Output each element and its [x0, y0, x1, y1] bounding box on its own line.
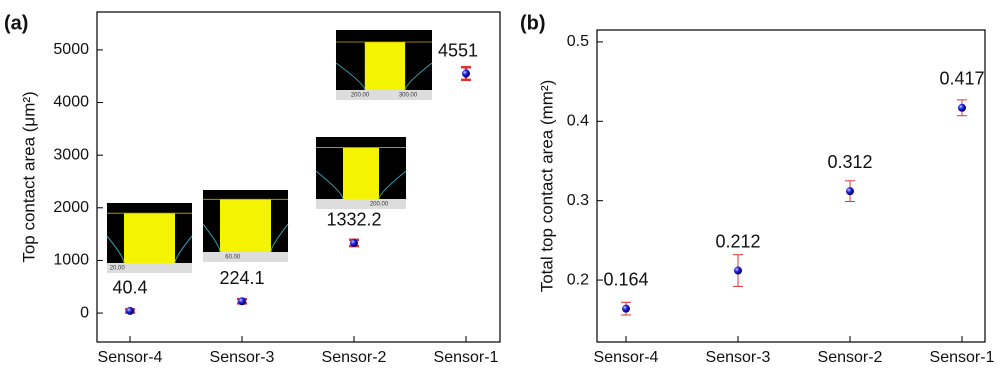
data-label: 224.1 [219, 268, 264, 288]
y-tick-label: 0.5 [567, 33, 589, 50]
y-tick-label: 0.3 [567, 192, 589, 209]
data-point [462, 70, 470, 78]
data-label: 1332.2 [326, 210, 381, 230]
data-point [846, 187, 854, 195]
data-label: 0.212 [715, 231, 760, 251]
y-tick-label: 4000 [53, 94, 89, 111]
x-tick-label: Sensor-4 [98, 349, 163, 366]
data-point [958, 104, 966, 112]
inset-yellow [365, 42, 405, 90]
data-point [734, 267, 742, 275]
y-tick-label: 1000 [53, 252, 89, 269]
data-point [238, 297, 246, 305]
data-label: 0.164 [603, 269, 648, 289]
y-tick-label: 0.2 [567, 271, 589, 288]
x-tick-label: Sensor-2 [818, 349, 883, 366]
inset-tick-label: 300.00 [399, 93, 418, 99]
panel-label: (b) [520, 12, 546, 34]
x-tick-label: Sensor-2 [322, 349, 387, 366]
inset-tick-label: 60.00 [225, 255, 241, 261]
x-tick-label: Sensor-3 [210, 349, 275, 366]
inset-yellow [220, 199, 271, 252]
inset-tick-label: 200.00 [351, 93, 370, 99]
data-label: 40.4 [112, 278, 147, 298]
y-tick-label: 2000 [53, 199, 89, 216]
page: {"chart_data": [ {"type": "scatter", "pa… [0, 0, 1006, 373]
inset-axis [203, 252, 288, 262]
data-point [350, 239, 358, 247]
data-label: 0.312 [827, 152, 872, 172]
figure: (a) Top contact area (μm²) 0 1000 2000 3000 40… [0, 0, 1006, 373]
data-point [126, 307, 134, 315]
x-tick-label: Sensor-4 [594, 349, 659, 366]
plot-frame [97, 12, 500, 342]
x-tick-label: Sensor-1 [930, 349, 995, 366]
inset-tick-label: 200.00 [370, 202, 389, 208]
inset-axis [316, 199, 406, 209]
x-tick-label: Sensor-3 [706, 349, 771, 366]
x-tick-label: Sensor-1 [434, 349, 499, 366]
y-axis-label: Total top contact area (mm²) [537, 80, 556, 293]
plot-frame [597, 30, 985, 342]
inset-tick-label: 20.00 [110, 266, 126, 272]
y-tick-label: 3000 [53, 146, 89, 163]
data-point [622, 305, 630, 313]
y-tick-label: 0.4 [567, 113, 589, 130]
y-axis-label: Top contact area (μm²) [19, 91, 38, 262]
inset-yellow [124, 213, 175, 263]
y-tick-label: 0 [80, 304, 89, 321]
inset-yellow [343, 148, 379, 199]
panel-label: (a) [4, 12, 28, 34]
y-tick-label: 5000 [53, 41, 89, 58]
data-label: 4551 [438, 40, 478, 60]
data-label: 0.417 [939, 69, 984, 89]
